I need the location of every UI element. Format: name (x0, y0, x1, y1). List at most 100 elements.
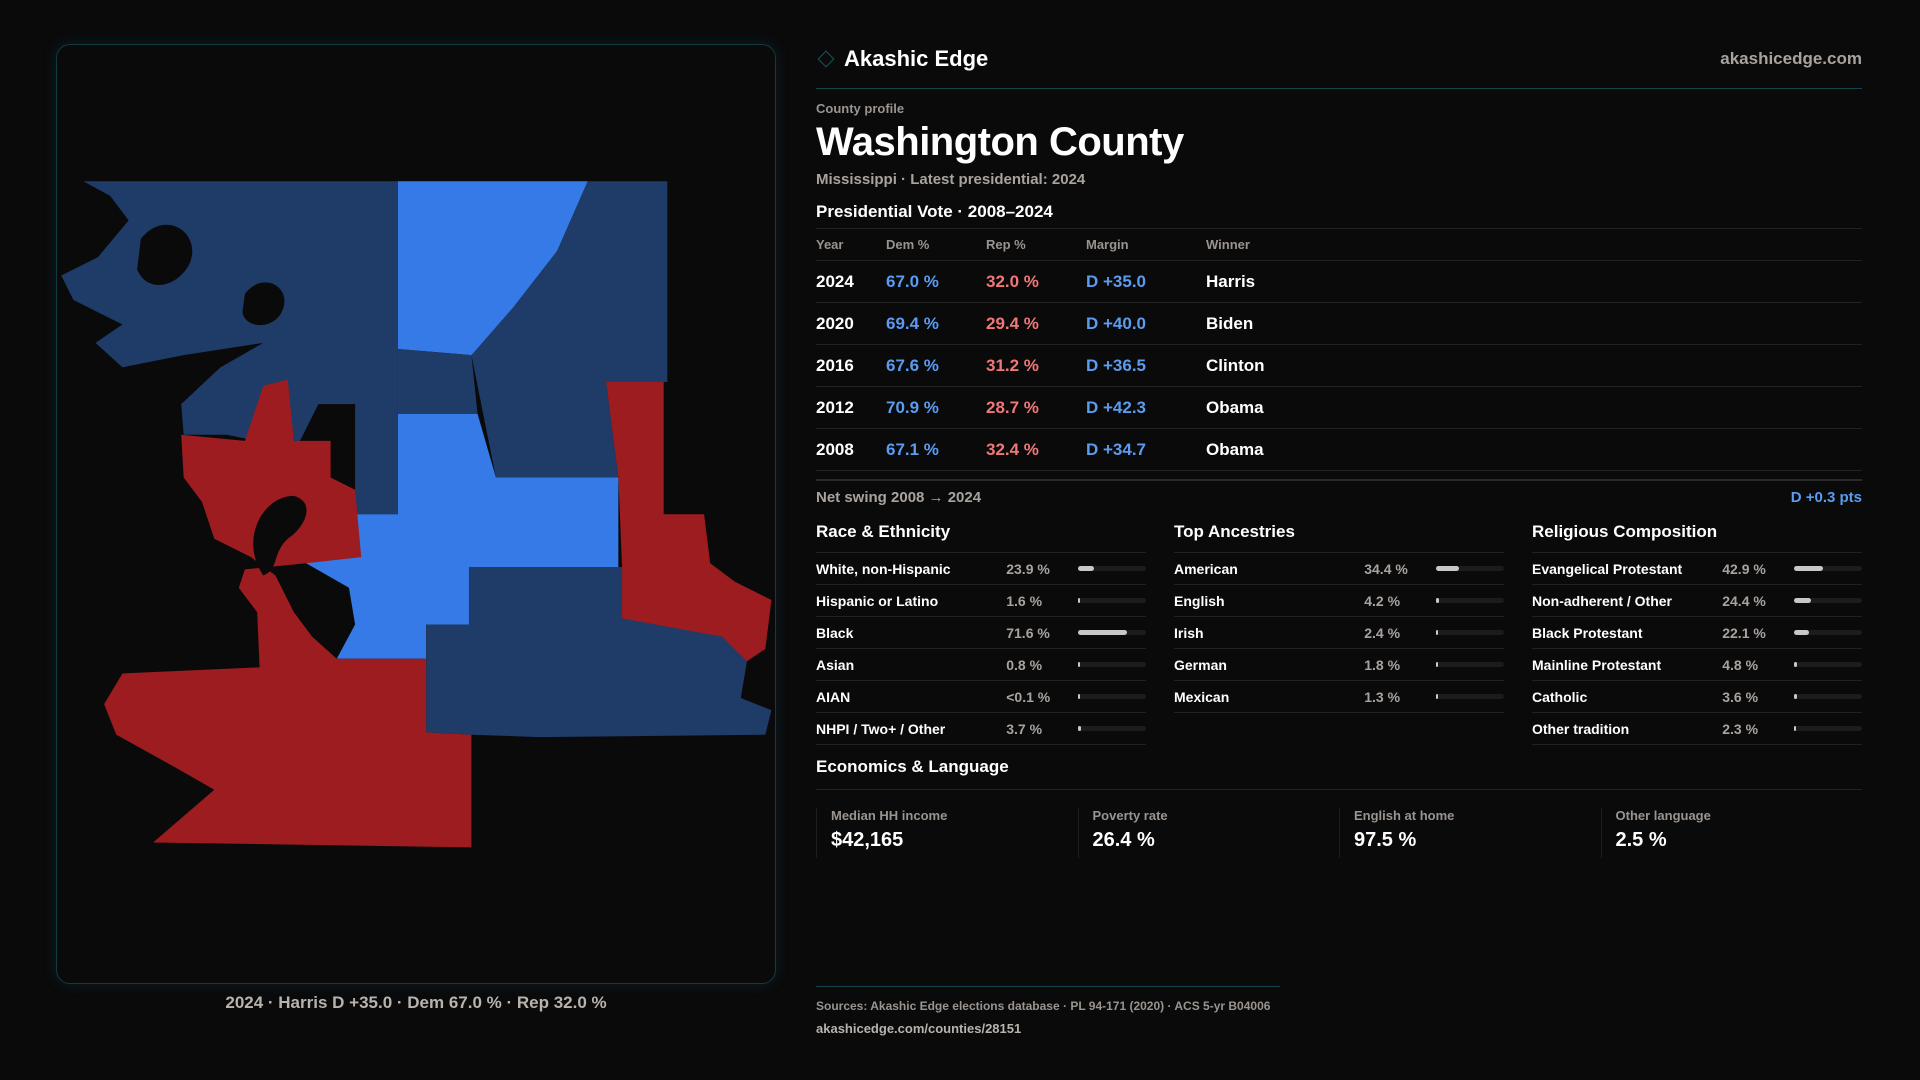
row-label: Mainline Protestant (1532, 656, 1662, 673)
demographic-row: NHPI / Two+ / Other 3.7 % (816, 713, 1146, 745)
header: Akashic Edge akashicedge.com (816, 40, 1862, 89)
vote-row: 2016 67.6 % 31.2 % D +36.5 Clinton (816, 344, 1862, 387)
share-bar (1078, 726, 1146, 731)
economics-heading: Economics & Language (816, 757, 1862, 790)
site-link[interactable]: akashicedge.com (1720, 49, 1862, 68)
vote-rep: 32.0 % (986, 260, 1086, 303)
share-bar (1436, 630, 1504, 635)
share-bar (1794, 726, 1862, 731)
row-label: German (1174, 656, 1227, 673)
share-bar (1436, 598, 1504, 603)
share-bar-fill (1794, 726, 1797, 731)
row-label: AIAN (816, 688, 851, 705)
stat-label: Median HH income (831, 808, 948, 823)
vote-year: 2020 (816, 302, 886, 345)
kicker: County profile (816, 101, 905, 116)
stat-card: English at home 97.5 % (1339, 808, 1601, 858)
vote-year: 2008 (816, 428, 886, 471)
share-bar-fill (1078, 726, 1081, 731)
share-bar (1078, 662, 1146, 667)
row-label: Evangelical Protestant (1532, 560, 1683, 577)
col-dem: Dem % (886, 228, 986, 261)
vote-rep: 29.4 % (986, 302, 1086, 345)
demographic-row: Irish 2.4 % (1174, 617, 1504, 649)
row-label: Hispanic or Latino (816, 592, 939, 609)
row-value: 2.3 % (1722, 720, 1759, 737)
group-title: Race & Ethnicity (816, 512, 1146, 553)
demographic-group: Race & Ethnicity White, non-Hispanic 23.9 … (816, 512, 1146, 745)
share-bar (1794, 694, 1862, 699)
row-label: Other tradition (1532, 720, 1630, 737)
stat-value: 2.5 % (1615, 829, 1667, 851)
diamond-logo-icon (817, 50, 835, 68)
share-bar-fill (1436, 598, 1439, 603)
vote-row: 2020 69.4 % 29.4 % D +40.0 Biden (816, 302, 1862, 345)
row-label: Asian (816, 656, 855, 673)
stat-label: English at home (1354, 808, 1455, 823)
net-swing: Net swing 2008 → 2024 D +0.3 pts (816, 479, 1862, 506)
demographics: Race & Ethnicity White, non-Hispanic 23.9 … (816, 512, 1862, 745)
brand[interactable]: Akashic Edge (816, 46, 988, 72)
demographic-group: Religious Composition Evangelical Protest… (1532, 512, 1862, 745)
share-bar (1794, 598, 1862, 603)
row-value: 4.8 % (1722, 656, 1759, 673)
share-bar (1794, 662, 1862, 667)
row-label: Mexican (1174, 688, 1230, 705)
vote-margin: D +42.3 (1086, 386, 1206, 429)
row-label: NHPI / Two+ / Other (816, 720, 946, 737)
demographic-row: Mainline Protestant 4.8 % (1532, 649, 1862, 681)
demographic-row: American 34.4 % (1174, 553, 1504, 585)
vote-year: 2012 (816, 386, 886, 429)
share-bar-fill (1078, 694, 1081, 699)
demographic-row: Mexican 1.3 % (1174, 681, 1504, 713)
vote-margin: D +34.7 (1086, 428, 1206, 471)
vote-winner: Obama (1206, 428, 1862, 471)
demographic-row: Non-adherent / Other 24.4 % (1532, 585, 1862, 617)
vote-row: 2012 70.9 % 28.7 % D +42.3 Obama (816, 386, 1862, 429)
demographic-row: Black 71.6 % (816, 617, 1146, 649)
row-value: 71.6 % (1006, 624, 1050, 641)
row-value: 23.9 % (1006, 560, 1050, 577)
row-value: 1.8 % (1364, 656, 1401, 673)
vote-margin: D +40.0 (1086, 302, 1206, 345)
footer: Sources: Akashic Edge elections database… (816, 986, 1280, 1036)
county-url[interactable]: akashicedge.com/counties/28151 (816, 1021, 1022, 1036)
vote-winner: Clinton (1206, 344, 1862, 387)
stat-label: Other language (1615, 808, 1711, 823)
vote-rep: 32.4 % (986, 428, 1086, 471)
col-margin: Margin (1086, 228, 1206, 261)
map-caption: 2024 · Harris D +35.0 · Dem 67.0 % · Rep… (225, 993, 607, 1012)
col-winner: Winner (1206, 228, 1862, 261)
demographic-row: Hispanic or Latino 1.6 % (816, 585, 1146, 617)
stat-value: $42,165 (831, 829, 904, 851)
county-profile-panel: Akashic Edge akashicedge.com County prof… (816, 40, 1862, 858)
row-value: 34.4 % (1364, 560, 1408, 577)
vote-dem: 67.6 % (886, 344, 986, 387)
vote-row: 2008 67.1 % 32.4 % D +34.7 Obama (816, 428, 1862, 471)
share-bar (1078, 598, 1146, 603)
vote-margin: D +35.0 (1086, 260, 1206, 303)
row-label: Black Protestant (1532, 624, 1643, 641)
stat-card: Median HH income $42,165 (816, 808, 1078, 858)
share-bar (1794, 566, 1862, 571)
row-value: 2.4 % (1364, 624, 1401, 641)
share-bar-fill (1078, 630, 1127, 635)
page-title: Washington County (816, 120, 1184, 164)
share-bar (1436, 694, 1504, 699)
share-bar (1078, 566, 1146, 571)
share-bar (1436, 662, 1504, 667)
demographic-row: White, non-Hispanic 23.9 % (816, 553, 1146, 585)
group-title: Top Ancestries (1174, 512, 1504, 553)
vote-dem: 67.1 % (886, 428, 986, 471)
swing-label: Net swing 2008 → 2024 (816, 489, 982, 506)
row-label: American (1174, 560, 1238, 577)
row-label: Catholic (1532, 688, 1588, 705)
share-bar-fill (1078, 566, 1095, 571)
vote-winner: Harris (1206, 260, 1862, 303)
brand-name: Akashic Edge (844, 46, 989, 71)
row-value: 1.6 % (1006, 592, 1043, 609)
row-value: 42.9 % (1722, 560, 1766, 577)
vote-year: 2016 (816, 344, 886, 387)
vote-dem: 70.9 % (886, 386, 986, 429)
stat-value: 97.5 % (1354, 829, 1417, 851)
